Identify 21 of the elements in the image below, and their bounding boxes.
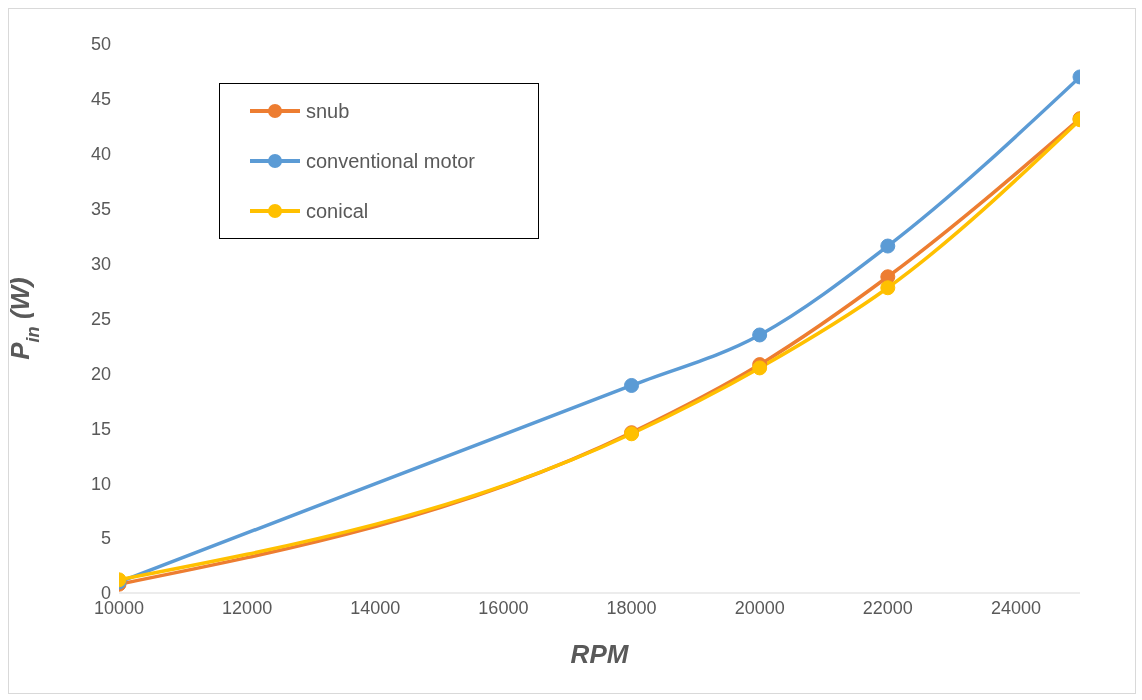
- y-tick-label: 30: [90, 253, 111, 274]
- y-tick-label: 5: [100, 528, 111, 549]
- y-tick-label: 25: [90, 308, 111, 329]
- y-tick-label: 10: [90, 473, 111, 494]
- x-tick-label: 24000: [990, 597, 1041, 618]
- y-tick-label: 40: [90, 144, 111, 165]
- x-tick-label: 14000: [350, 597, 401, 618]
- y-tick-label: 35: [90, 199, 111, 220]
- y-tick-label: 20: [90, 363, 111, 384]
- x-tick-label: 20000: [734, 597, 785, 618]
- y-tick-label: 50: [90, 34, 111, 55]
- legend-label: snub: [306, 99, 350, 123]
- x-axis-title: RPM: [570, 639, 630, 669]
- x-tick-label: 16000: [478, 597, 529, 618]
- y-tick-label: 45: [90, 89, 111, 110]
- y-tick-label: 15: [90, 418, 111, 439]
- legend-label: conventional motor: [306, 149, 475, 173]
- x-tick-label: 12000: [222, 597, 273, 618]
- legend-label: conical: [306, 199, 369, 223]
- x-tick-label: 18000: [606, 597, 657, 618]
- x-tick-label: 22000: [862, 597, 913, 618]
